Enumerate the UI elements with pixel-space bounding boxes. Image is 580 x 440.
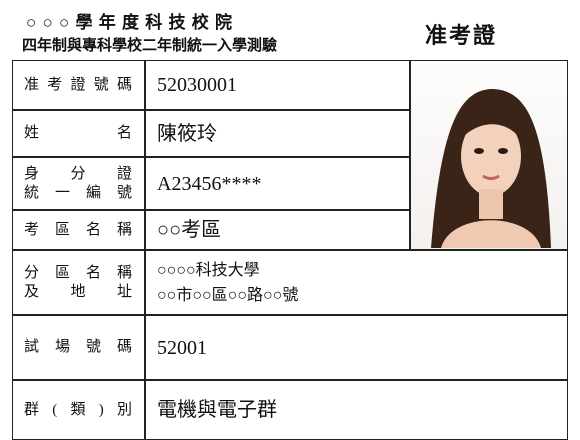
field-value: ○○考區: [157, 219, 222, 241]
field-label: 考區名稱: [24, 221, 132, 238]
label-cell: [12, 210, 145, 250]
field-label: 統一編號: [24, 184, 132, 201]
value-cell: [145, 110, 410, 157]
field-label: 試場號碼: [24, 339, 132, 355]
value-cell: [145, 315, 568, 380]
field-label: 群(類)別: [24, 401, 132, 418]
field-value: 電機與電子群: [157, 399, 277, 421]
photo-cell: [410, 60, 568, 250]
field-label: 身分證: [24, 165, 132, 182]
title-line-1: ○ ○ ○ 學 年 度 科 技 校 院: [26, 13, 234, 32]
field-label: 及地址: [24, 283, 132, 300]
field-value: ○○市○○區○○路○○號: [157, 286, 299, 304]
label-cell: [12, 157, 145, 210]
field-value: ○○○○科技大學: [157, 261, 260, 279]
field-value: 52030001: [157, 74, 237, 96]
label-cell: [12, 250, 145, 315]
label-cell: [12, 315, 145, 380]
field-label: 准考證號碼: [24, 76, 132, 93]
field-value: A23456****: [157, 172, 262, 195]
field-value: 52001: [157, 336, 207, 359]
value-cell: [145, 157, 410, 210]
photo: [431, 89, 551, 248]
field-value: 陳筱玲: [157, 122, 217, 145]
field-label: 分區名稱: [24, 264, 132, 281]
page: ○ ○ ○ 學 年 度 科 技 校 院 四年制與專科學校二年制統一入學測驗 准考…: [12, 13, 568, 440]
label-cell: [12, 60, 145, 110]
value-cell: [145, 210, 410, 250]
value-cell: [145, 60, 410, 110]
title-line-2: 四年制與專科學校二年制統一入學測驗: [22, 38, 278, 54]
value-cell: [145, 250, 568, 315]
field-label: 姓名: [24, 125, 132, 141]
document-type: 准考證: [425, 23, 498, 48]
label-cell: [12, 110, 145, 157]
